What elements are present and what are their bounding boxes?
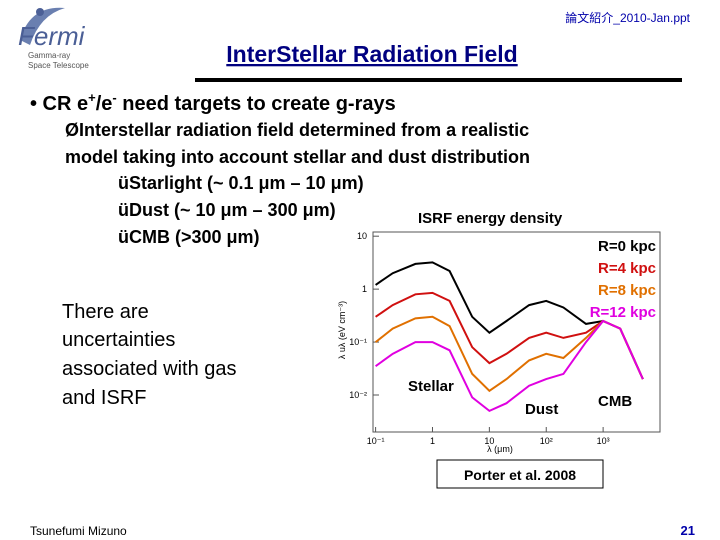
title-rule xyxy=(195,78,682,82)
file-name: 論文紹介_2010-Jan.ppt xyxy=(565,10,690,25)
legend-entry: R=12 kpc xyxy=(590,304,656,321)
source-box xyxy=(436,459,604,489)
x-tick-label: 1 xyxy=(430,436,435,446)
logo-name: Fermi xyxy=(18,21,86,51)
logo-dot xyxy=(36,8,44,16)
legend-entry: R=8 kpc xyxy=(598,282,656,299)
annotation: Dust xyxy=(525,401,558,418)
annotation: Stellar xyxy=(408,378,454,395)
legend-entry: R=0 kpc xyxy=(598,238,656,255)
sub-line: model taking into account stellar and du… xyxy=(65,147,530,167)
author: Tsunefumi Mizuno xyxy=(30,524,127,538)
x-tick-label: 10³ xyxy=(597,436,610,446)
bullet-sup: + xyxy=(88,90,96,105)
x-axis-label: λ (μm) xyxy=(487,444,513,454)
sub-line: ØInterstellar radiation field determined… xyxy=(65,120,529,140)
bullet: • CR e+/e- need targets to create g-rays xyxy=(30,90,396,115)
annotation: CMB xyxy=(598,393,632,410)
slide-title: InterStellar Radiation Field xyxy=(226,41,517,67)
y-axis-label: λ uλ (eV cm⁻³) xyxy=(337,301,347,359)
series-line xyxy=(375,319,644,413)
check-line: üStarlight (~ 0.1 μm – 10 μm) xyxy=(118,173,364,193)
legend-entry: R=4 kpc xyxy=(598,260,656,277)
note-line: associated with gas xyxy=(62,358,237,380)
y-tick-label: 10⁻¹ xyxy=(349,337,367,347)
series-line xyxy=(375,291,644,380)
note-line: and ISRF xyxy=(62,387,146,409)
x-tick-label: 10⁻¹ xyxy=(367,436,385,446)
source: Porter et al. 2008 xyxy=(464,467,576,483)
y-tick-label: 10⁻² xyxy=(349,390,367,400)
series-line xyxy=(375,261,644,380)
bullet-text: /e xyxy=(96,93,113,115)
chart-title: ISRF energy density xyxy=(418,210,563,227)
logo-swoosh xyxy=(20,7,65,45)
note-line: There are xyxy=(62,301,149,323)
y-tick-label: 10 xyxy=(357,231,367,241)
bullet-text: • CR e xyxy=(30,93,88,115)
check-line: üDust (~ 10 μm – 300 μm) xyxy=(118,200,336,220)
note-line: uncertainties xyxy=(62,329,175,351)
logo-line: Space Telescope xyxy=(28,61,89,70)
check-line: üCMB (>300 μm) xyxy=(118,227,260,247)
bullet-text: need targets to create g-rays xyxy=(117,93,396,115)
bullet-sup: - xyxy=(112,90,116,105)
y-tick-label: 1 xyxy=(362,284,367,294)
logo-line: Gamma-ray xyxy=(28,51,70,60)
x-tick-label: 10² xyxy=(540,436,553,446)
x-tick-label: 10 xyxy=(484,436,494,446)
page-number: 21 xyxy=(681,523,695,538)
plot-frame xyxy=(372,231,661,433)
